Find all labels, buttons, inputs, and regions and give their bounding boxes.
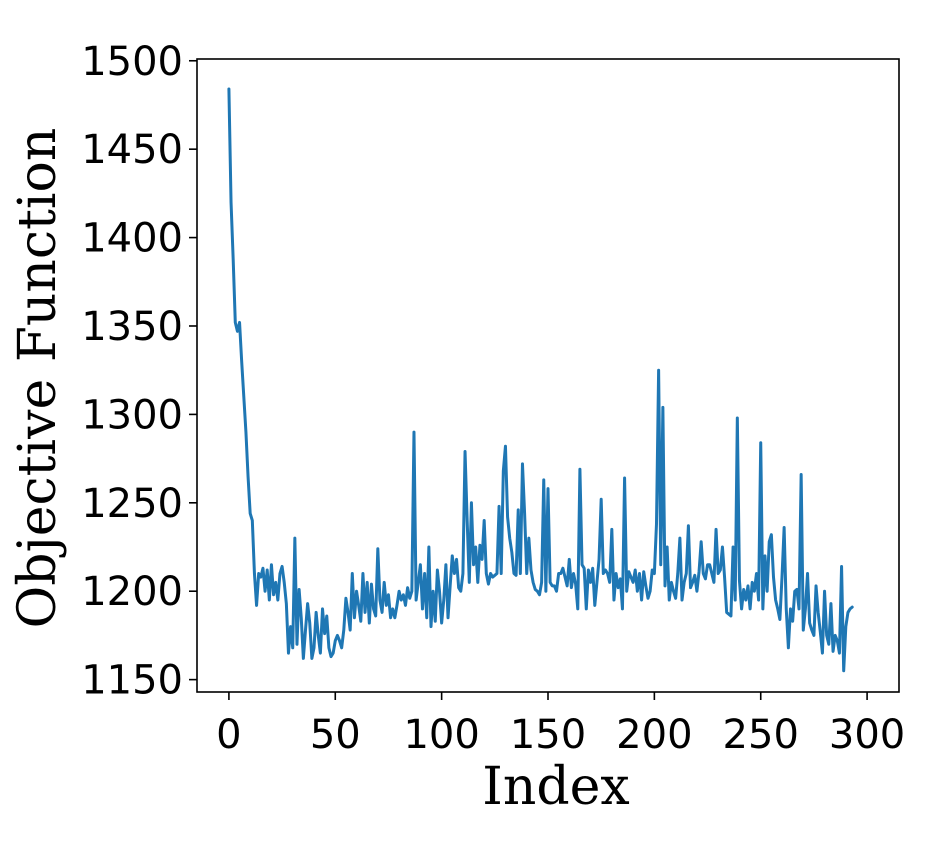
y-axis-label: Objective Function [8,128,68,629]
y-tick-label: 1150 [81,658,183,704]
y-tick-label: 1400 [81,216,183,262]
x-tick-label: 50 [310,712,361,758]
x-tick-label: 150 [510,712,586,758]
y-tick-label: 1450 [81,127,183,173]
y-tick-label: 1200 [81,569,183,615]
x-tick-label: 100 [403,712,479,758]
x-tick-label: 200 [616,712,692,758]
y-tick-label: 1250 [81,481,183,527]
series-layer [227,87,854,673]
x-axis: 0 50 100 150 200 250 300 [216,692,905,758]
y-axis: 1150 1200 1250 1300 1350 1400 1450 1500 [81,39,197,704]
x-tick-label: 300 [829,712,905,758]
y-tick-label: 1300 [81,392,183,438]
series-line [227,87,854,673]
y-tick-label: 1500 [81,39,183,85]
x-tick-label: 250 [723,712,799,758]
y-tick-label: 1350 [81,304,183,350]
x-axis-label: Index [482,757,629,817]
x-tick-label: 0 [216,712,241,758]
